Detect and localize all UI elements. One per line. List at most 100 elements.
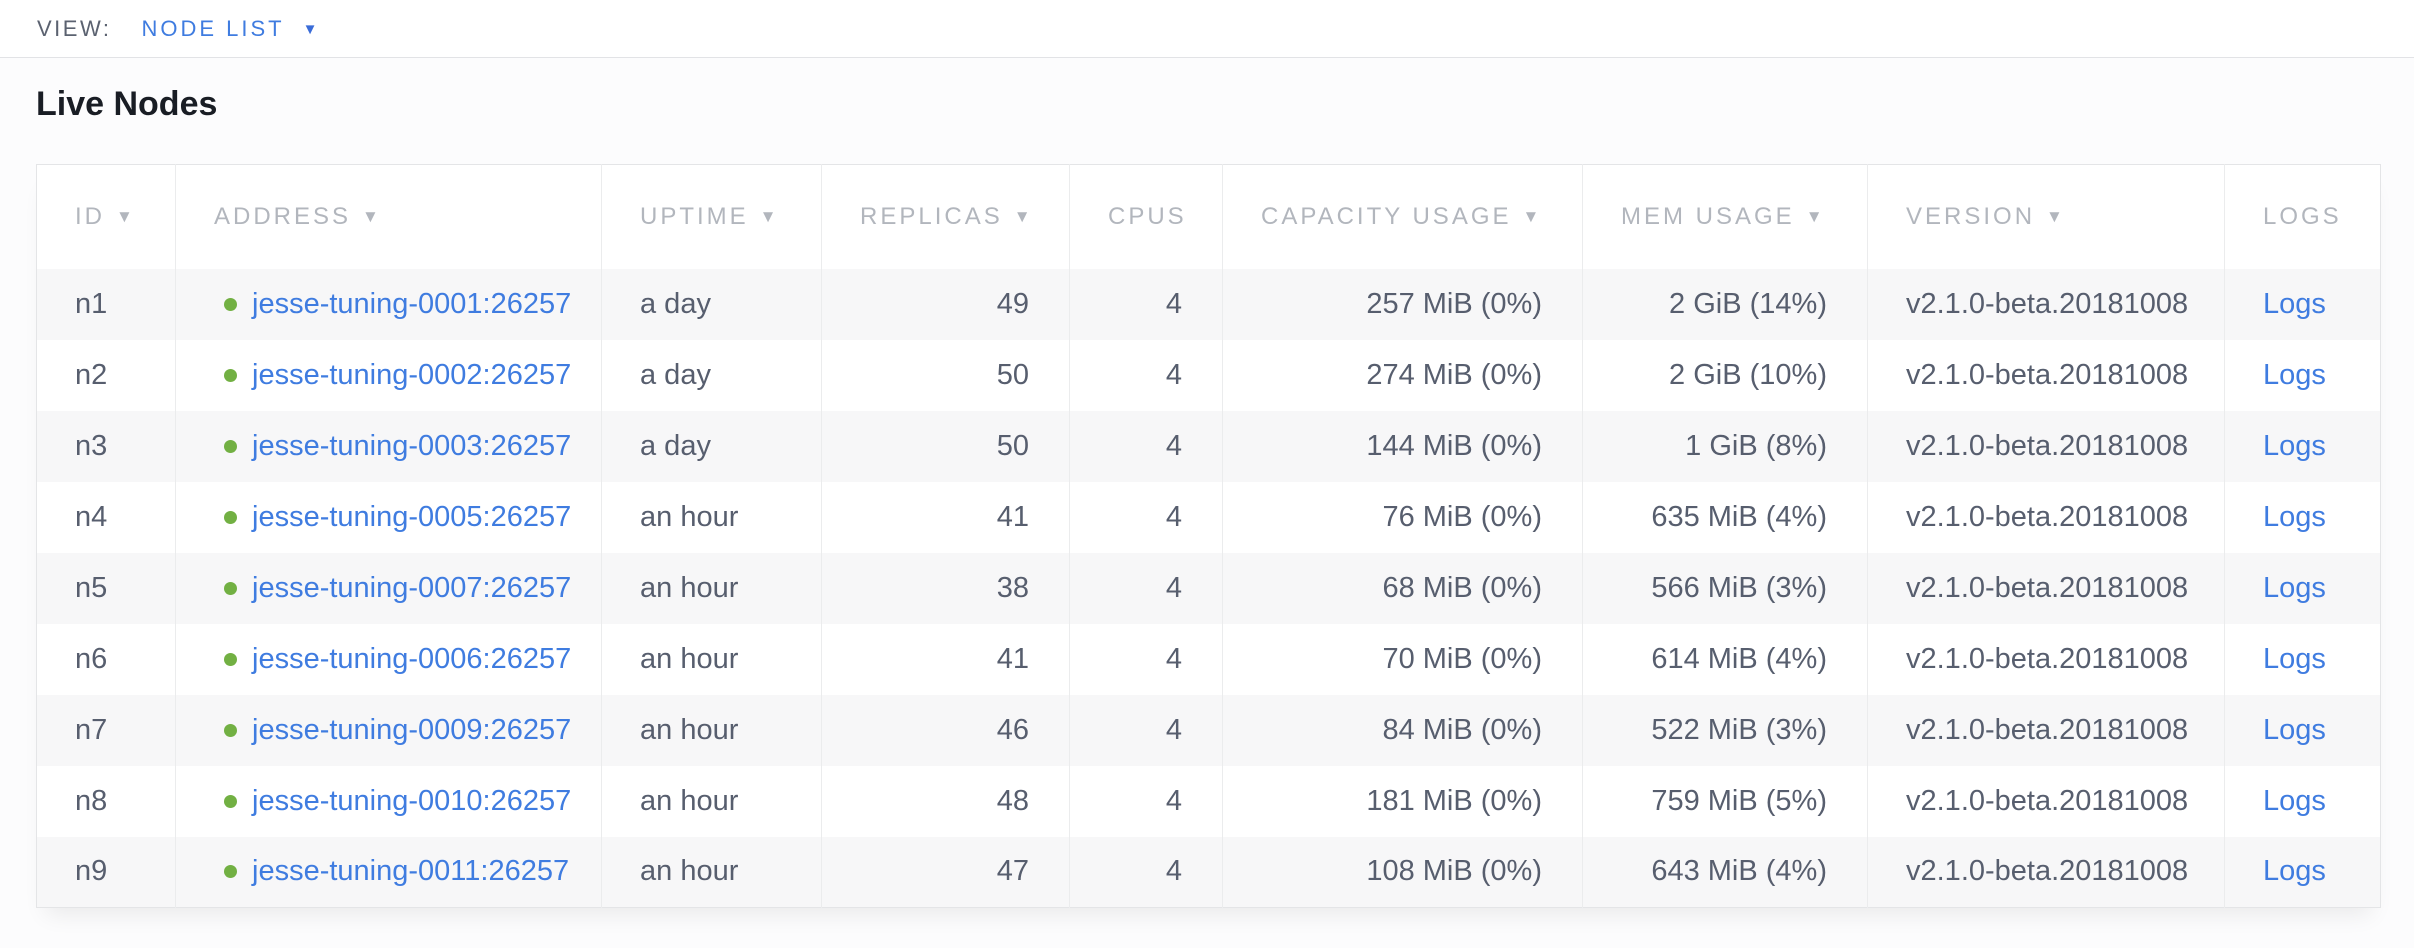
live-nodes-table: ID ▼ ADDRESS ▼ UPTIME ▼ REPLICAS ▼ CPUS CAPACITY … bbox=[36, 164, 2381, 908]
node-logs-link[interactable]: Logs bbox=[2263, 571, 2326, 604]
cell-value: 522 MiB (3%) bbox=[1651, 713, 1827, 746]
column-header-replicas[interactable]: REPLICAS ▼ bbox=[821, 164, 1070, 269]
cell-version: v2.1.0-beta.20181008 bbox=[1867, 836, 2225, 908]
node-logs-link[interactable]: Logs bbox=[2263, 287, 2326, 320]
cell-value: 566 MiB (3%) bbox=[1651, 571, 1827, 604]
cell-uptime: a day bbox=[601, 410, 822, 482]
column-header-id[interactable]: ID ▼ bbox=[36, 164, 176, 269]
cell-address: jesse-tuning-0006:26257 bbox=[175, 623, 602, 695]
cell-address: jesse-tuning-0002:26257 bbox=[175, 339, 602, 411]
node-address-link[interactable]: jesse-tuning-0007:26257 bbox=[252, 571, 572, 604]
cell-replicas: 41 bbox=[821, 481, 1070, 553]
cell-address: jesse-tuning-0007:26257 bbox=[175, 552, 602, 624]
table-row: n4 jesse-tuning-0005:26257 an hour 41 4 76 Mi… bbox=[36, 481, 2381, 553]
table-row: n7 jesse-tuning-0009:26257 an hour 46 4 84 Mi… bbox=[36, 694, 2381, 766]
cell-cpus: 4 bbox=[1069, 481, 1223, 553]
node-address-link[interactable]: jesse-tuning-0002:26257 bbox=[252, 358, 572, 391]
cell-value: 49 bbox=[996, 287, 1029, 320]
cell-logs: Logs bbox=[2224, 481, 2381, 553]
node-healthy-dot-icon bbox=[224, 652, 237, 666]
column-header-capacity[interactable]: CAPACITY USAGE ▼ bbox=[1222, 164, 1583, 269]
node-logs-link[interactable]: Logs bbox=[2263, 713, 2326, 746]
cell-replicas: 46 bbox=[821, 694, 1070, 766]
cell-value: a day bbox=[640, 429, 711, 462]
node-healthy-dot-icon bbox=[224, 723, 237, 737]
node-healthy-dot-icon bbox=[224, 297, 237, 311]
cell-cpus: 4 bbox=[1069, 694, 1223, 766]
cell-value: 41 bbox=[996, 500, 1029, 533]
cell-version: v2.1.0-beta.20181008 bbox=[1867, 268, 2225, 340]
cell-value: 643 MiB (4%) bbox=[1651, 855, 1827, 888]
table-row: n3 jesse-tuning-0003:26257 a day 50 4 144 MiB… bbox=[36, 410, 2381, 482]
node-address-link[interactable]: jesse-tuning-0006:26257 bbox=[252, 642, 572, 675]
cell-value: v2.1.0-beta.20181008 bbox=[1906, 358, 2189, 391]
node-address-link[interactable]: jesse-tuning-0010:26257 bbox=[252, 784, 572, 817]
column-header-version[interactable]: VERSION ▼ bbox=[1867, 164, 2225, 269]
cell-value: 759 MiB (5%) bbox=[1651, 784, 1827, 817]
sort-desc-icon: ▼ bbox=[1522, 206, 1543, 226]
cell-value: 4 bbox=[1165, 713, 1182, 746]
cell-id: n3 bbox=[36, 410, 176, 482]
cell-value: an hour bbox=[640, 642, 739, 675]
column-header-label: UPTIME bbox=[640, 202, 749, 230]
column-header-address[interactable]: ADDRESS ▼ bbox=[175, 164, 602, 269]
cell-value: 4 bbox=[1165, 429, 1182, 462]
cell-mem: 566 MiB (3%) bbox=[1582, 552, 1868, 624]
node-logs-link[interactable]: Logs bbox=[2263, 855, 2326, 888]
node-healthy-dot-icon bbox=[224, 368, 237, 382]
node-healthy-dot-icon bbox=[224, 865, 237, 879]
node-logs-link[interactable]: Logs bbox=[2263, 500, 2326, 533]
cell-replicas: 49 bbox=[821, 268, 1070, 340]
cell-value: 108 MiB (0%) bbox=[1366, 855, 1542, 888]
cell-version: v2.1.0-beta.20181008 bbox=[1867, 694, 2225, 766]
cell-value: 70 MiB (0%) bbox=[1382, 642, 1542, 675]
cell-value: 41 bbox=[996, 642, 1029, 675]
cell-value: n4 bbox=[75, 500, 108, 533]
cell-capacity: 181 MiB (0%) bbox=[1222, 765, 1583, 837]
node-address-link[interactable]: jesse-tuning-0009:26257 bbox=[252, 713, 572, 746]
table-row: n2 jesse-tuning-0002:26257 a day 50 4 274 MiB… bbox=[36, 339, 2381, 411]
cell-uptime: a day bbox=[601, 268, 822, 340]
cell-capacity: 257 MiB (0%) bbox=[1222, 268, 1583, 340]
column-header-uptime[interactable]: UPTIME ▼ bbox=[601, 164, 822, 269]
node-address-link[interactable]: jesse-tuning-0005:26257 bbox=[252, 500, 572, 533]
column-header-mem[interactable]: MEM USAGE ▼ bbox=[1582, 164, 1868, 269]
page-title: Live Nodes bbox=[36, 85, 218, 123]
cell-id: n7 bbox=[36, 694, 176, 766]
cell-logs: Logs bbox=[2224, 623, 2381, 695]
column-header-label: LOGS bbox=[2263, 202, 2342, 230]
cell-id: n1 bbox=[36, 268, 176, 340]
cell-address: jesse-tuning-0001:26257 bbox=[175, 268, 602, 340]
view-selected-value: NODE LIST bbox=[141, 15, 285, 41]
cell-version: v2.1.0-beta.20181008 bbox=[1867, 481, 2225, 553]
cell-value: an hour bbox=[640, 713, 739, 746]
node-address-link[interactable]: jesse-tuning-0001:26257 bbox=[252, 287, 572, 320]
cell-capacity: 76 MiB (0%) bbox=[1222, 481, 1583, 553]
column-header-label: VERSION bbox=[1906, 202, 2036, 230]
cell-value: v2.1.0-beta.20181008 bbox=[1906, 784, 2189, 817]
node-logs-link[interactable]: Logs bbox=[2263, 642, 2326, 675]
column-header-logs: LOGS bbox=[2224, 164, 2381, 269]
node-address-link[interactable]: jesse-tuning-0003:26257 bbox=[252, 429, 572, 462]
node-healthy-dot-icon bbox=[224, 581, 237, 595]
cell-replicas: 41 bbox=[821, 623, 1070, 695]
node-address-link[interactable]: jesse-tuning-0011:26257 bbox=[252, 855, 570, 888]
cell-value: 2 GiB (14%) bbox=[1669, 287, 1827, 320]
column-header-label: CPUS bbox=[1108, 202, 1187, 230]
node-logs-link[interactable]: Logs bbox=[2263, 784, 2326, 817]
node-logs-link[interactable]: Logs bbox=[2263, 429, 2326, 462]
cell-address: jesse-tuning-0005:26257 bbox=[175, 481, 602, 553]
view-selector-dropdown[interactable]: NODE LIST ▼ bbox=[141, 16, 317, 42]
cell-version: v2.1.0-beta.20181008 bbox=[1867, 410, 2225, 482]
cell-cpus: 4 bbox=[1069, 552, 1223, 624]
cell-value: a day bbox=[640, 358, 711, 391]
cell-value: 76 MiB (0%) bbox=[1382, 500, 1542, 533]
cell-version: v2.1.0-beta.20181008 bbox=[1867, 339, 2225, 411]
cell-value: 635 MiB (4%) bbox=[1651, 500, 1827, 533]
node-logs-link[interactable]: Logs bbox=[2263, 358, 2326, 391]
cell-value: n3 bbox=[75, 429, 108, 462]
chevron-down-icon: ▼ bbox=[302, 21, 318, 38]
cell-cpus: 4 bbox=[1069, 836, 1223, 908]
cell-value: n7 bbox=[75, 713, 108, 746]
cell-logs: Logs bbox=[2224, 339, 2381, 411]
